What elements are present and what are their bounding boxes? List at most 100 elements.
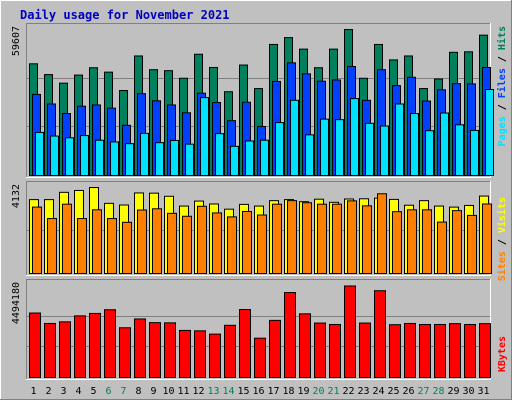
kbytes-bar-day-28 xyxy=(434,323,446,378)
sites-bar-day-31 xyxy=(482,203,492,274)
sites-bar-day-30 xyxy=(467,214,477,275)
sites-bar-day-13 xyxy=(212,212,222,274)
sites-bar-day-24 xyxy=(377,193,387,275)
legend-separator: / xyxy=(497,233,508,251)
x-tick-label-day-9: 9 xyxy=(150,386,156,397)
kbytes-bar-day-18 xyxy=(284,292,296,378)
x-tick-label-day-1: 1 xyxy=(30,386,36,397)
kbytes-bar-day-8 xyxy=(134,318,146,378)
legend-kbytes: KBytes xyxy=(497,336,508,372)
x-tick-label-day-29: 29 xyxy=(447,386,459,397)
pages-bar-day-14 xyxy=(230,145,239,176)
pages-bar-day-5 xyxy=(95,139,104,176)
x-tick-label-day-16: 16 xyxy=(252,386,264,397)
sites-bar-day-23 xyxy=(362,205,372,274)
x-tick-label-day-24: 24 xyxy=(372,386,384,397)
sites-bar-day-18 xyxy=(287,200,297,274)
kbytes-bar-day-10 xyxy=(164,322,176,379)
y-max-label: 4494180 xyxy=(11,282,22,324)
pages-bar-day-7 xyxy=(125,143,134,176)
x-tick-label-day-13: 13 xyxy=(207,386,219,397)
kbytes-bar-day-14 xyxy=(224,324,236,379)
pages-bar-day-24 xyxy=(380,125,389,176)
pages-bar-day-19 xyxy=(305,134,314,176)
kbytes-bar-day-19 xyxy=(299,313,311,379)
sites-bar-day-16 xyxy=(257,214,267,274)
kbytes-bar-day-26 xyxy=(404,322,416,378)
kbytes-bar-day-9 xyxy=(149,322,161,379)
pages-bar-day-11 xyxy=(185,143,194,177)
right-legend: Sites / Visits xyxy=(496,197,508,281)
pages-bar-day-25 xyxy=(395,103,404,176)
x-tick-label-day-4: 4 xyxy=(75,386,81,397)
x-tick-label-day-21: 21 xyxy=(327,386,339,397)
pages-bar-day-8 xyxy=(140,132,149,176)
x-tick-label-day-3: 3 xyxy=(60,386,66,397)
sites-bar-day-11 xyxy=(182,215,192,274)
sites-bar-day-21 xyxy=(332,203,342,274)
x-tick-label-day-5: 5 xyxy=(90,386,96,397)
kbytes-bar-day-20 xyxy=(314,322,326,379)
kbytes-bar-day-23 xyxy=(359,322,371,379)
sites-bar-day-27 xyxy=(422,209,432,274)
pages-bar-day-21 xyxy=(335,119,344,177)
x-tick-label-day-15: 15 xyxy=(237,386,249,397)
sites-bar-day-22 xyxy=(347,200,357,274)
sites-bar-day-19 xyxy=(302,202,312,274)
sites-bar-day-20 xyxy=(317,203,327,274)
x-tick-label-day-31: 31 xyxy=(477,386,489,397)
kbytes-bar-day-22 xyxy=(344,285,356,379)
x-tick-label-day-27: 27 xyxy=(417,386,429,397)
legend-files: Files xyxy=(496,68,508,98)
pages-bar-day-9 xyxy=(155,142,164,176)
right-legend: KBytes xyxy=(497,336,508,372)
pages-bar-day-29 xyxy=(455,124,464,177)
pages-bar-day-22 xyxy=(350,98,359,176)
x-tick-label-day-7: 7 xyxy=(120,386,126,397)
x-tick-label-day-12: 12 xyxy=(192,386,204,397)
pages-bar-day-3 xyxy=(65,137,74,177)
pages-bar-day-23 xyxy=(365,122,374,177)
kbytes-bar-day-7 xyxy=(119,327,131,379)
kbytes-bar-day-11 xyxy=(179,329,191,378)
kbytes-bar-day-13 xyxy=(209,333,221,379)
kbytes-bar-day-24 xyxy=(374,290,386,379)
sites-bar-day-8 xyxy=(137,209,147,275)
x-tick-label-day-22: 22 xyxy=(342,386,354,397)
pages-bar-day-30 xyxy=(470,129,479,177)
sites-bar-day-12 xyxy=(197,205,207,274)
pages-bar-day-27 xyxy=(425,130,434,176)
pages-bar-day-1 xyxy=(35,131,44,177)
pages-bar-day-15 xyxy=(245,140,254,177)
sites-bar-day-7 xyxy=(122,221,132,274)
sites-bar-day-10 xyxy=(167,212,177,274)
legend-sites: Sites xyxy=(496,251,508,281)
kbytes-bar-day-25 xyxy=(389,324,401,379)
pages-bar-day-13 xyxy=(215,133,224,177)
sites-bar-day-1 xyxy=(32,206,42,274)
x-tick-label-day-14: 14 xyxy=(222,386,234,397)
pages-bar-day-10 xyxy=(170,139,179,176)
sites-bar-day-2 xyxy=(47,218,57,274)
sites-bar-day-25 xyxy=(392,211,402,274)
sites-bar-day-26 xyxy=(407,209,417,274)
right-legend: Pages / Files / Hits xyxy=(496,26,508,146)
legend-pages: Pages xyxy=(497,116,508,146)
sites-bar-day-17 xyxy=(272,203,282,274)
x-tick-label-day-17: 17 xyxy=(267,386,279,397)
pages-bar-day-6 xyxy=(110,141,119,177)
pages-bar-day-31 xyxy=(485,89,494,176)
pages-bar-day-2 xyxy=(50,135,59,176)
sites-bar-day-6 xyxy=(107,218,117,274)
sites-bar-day-28 xyxy=(437,221,447,274)
x-tick-label-day-8: 8 xyxy=(135,386,141,397)
kbytes-bar-day-30 xyxy=(464,323,476,378)
kbytes-bar-day-31 xyxy=(479,323,491,378)
sites-bar-day-9 xyxy=(152,208,162,274)
pages-bar-day-26 xyxy=(410,113,419,176)
panel-kbytes: 4494180 xyxy=(11,279,491,380)
x-tick-label-day-25: 25 xyxy=(387,386,399,397)
kbytes-bar-day-6 xyxy=(104,309,116,378)
pages-bar-day-18 xyxy=(290,99,299,176)
